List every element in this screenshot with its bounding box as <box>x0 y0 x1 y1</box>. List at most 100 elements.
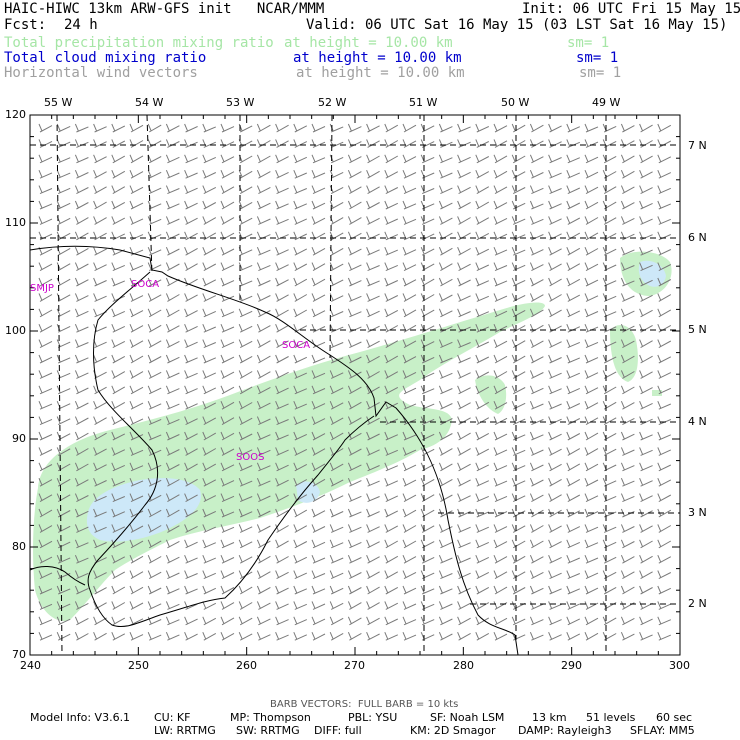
wind-barb <box>220 431 235 441</box>
wind-barb <box>165 247 180 256</box>
wind-barb <box>74 570 89 580</box>
wind-barb <box>602 123 617 133</box>
wind-barb <box>165 601 180 610</box>
wind-barb <box>293 324 308 333</box>
wind-barb <box>56 555 71 564</box>
wind-barb <box>311 447 326 456</box>
wind-barb <box>129 216 144 225</box>
wind-barb <box>129 401 144 410</box>
wind-barb <box>639 154 653 164</box>
wind-barb <box>184 585 198 595</box>
wind-barb <box>402 262 417 272</box>
wind-barb <box>511 416 526 426</box>
wind-barb <box>639 570 653 580</box>
wind-barb <box>602 447 617 456</box>
wind-barb <box>420 493 435 503</box>
resolution: 13 km <box>532 711 567 724</box>
wind-barb <box>111 524 126 533</box>
wind-barb <box>56 385 71 395</box>
wind-barb <box>420 539 435 549</box>
wind-barb <box>311 231 326 241</box>
wind-barb <box>384 462 398 472</box>
wind-barb <box>620 478 635 487</box>
lon-label: 52 W <box>318 96 347 109</box>
wind-barb <box>511 632 526 641</box>
wind-barb <box>111 370 126 379</box>
wind-barb <box>293 555 308 564</box>
wind-barb <box>147 293 162 302</box>
wind-barb <box>93 585 107 595</box>
wind-barb <box>475 539 490 549</box>
wind-barb <box>584 508 599 518</box>
wind-barb <box>311 200 326 210</box>
wind-barb <box>420 555 435 564</box>
wind-barb <box>38 431 53 441</box>
wind-barb <box>184 539 198 549</box>
wind-barb <box>529 370 544 379</box>
wind-barb <box>220 247 235 256</box>
field-precip-name: Total precipitation mixing ratio <box>4 35 274 51</box>
wind-barb <box>347 632 362 641</box>
wind-barb <box>475 632 490 641</box>
wind-barb <box>384 200 399 210</box>
barb-note: BARB VECTORS: FULL BARB = 10 kts <box>270 699 459 710</box>
wind-barb <box>56 401 71 410</box>
wind-barb <box>93 539 107 549</box>
wind-barb <box>38 601 53 610</box>
wind-barb <box>311 123 326 133</box>
wind-barb <box>129 185 144 195</box>
wind-barb <box>111 493 125 503</box>
wind-barb <box>165 616 180 626</box>
wind-barb <box>38 308 53 318</box>
wind-barb <box>529 616 544 626</box>
wind-barb <box>657 324 672 333</box>
wind-barb <box>657 478 672 487</box>
wind-barb <box>438 123 453 133</box>
wind-barb <box>275 293 289 302</box>
wind-barb <box>584 293 599 302</box>
wind-barb <box>275 277 289 287</box>
wind-barb <box>384 601 399 610</box>
wind-barb <box>293 632 308 641</box>
wind-barb <box>275 539 289 549</box>
wind-barb <box>475 339 490 349</box>
wind-barb <box>548 447 562 456</box>
wind-barb <box>584 401 599 410</box>
wind-barb <box>384 508 399 518</box>
wind-barb <box>220 370 235 379</box>
wind-barb <box>420 447 435 456</box>
wind-barb <box>529 555 544 564</box>
wind-barb <box>293 508 308 518</box>
wind-barb <box>147 185 162 195</box>
wind-barb <box>566 139 580 148</box>
wind-barb <box>238 247 253 256</box>
wind-barb <box>256 308 271 318</box>
wind-barb <box>93 462 107 472</box>
wind-barb <box>184 401 198 410</box>
wind-barb <box>384 385 399 395</box>
wind-barb <box>256 508 271 518</box>
wind-barb <box>566 555 580 564</box>
wind-barb <box>147 231 162 241</box>
wind-barb <box>129 370 144 379</box>
wind-barb <box>602 308 617 318</box>
lon-label: 50 W <box>501 96 530 109</box>
wind-barb <box>548 139 562 148</box>
wind-barb <box>238 308 253 318</box>
lat-label: 5 N <box>688 323 707 336</box>
wind-barb <box>311 170 326 179</box>
wind-barb <box>147 154 162 164</box>
wind-barb <box>293 154 308 164</box>
wind-barb <box>457 170 471 179</box>
wind-barb <box>529 339 544 349</box>
wind-barb <box>275 170 289 179</box>
wind-barb <box>639 462 653 472</box>
wind-barb <box>256 293 271 302</box>
wind-barb <box>511 585 526 595</box>
wind-barb <box>566 539 581 549</box>
wind-barb <box>657 354 672 364</box>
wind-barb <box>74 462 89 472</box>
wind-barb <box>311 601 326 610</box>
wind-barb <box>202 416 217 426</box>
wind-barb <box>384 354 399 364</box>
